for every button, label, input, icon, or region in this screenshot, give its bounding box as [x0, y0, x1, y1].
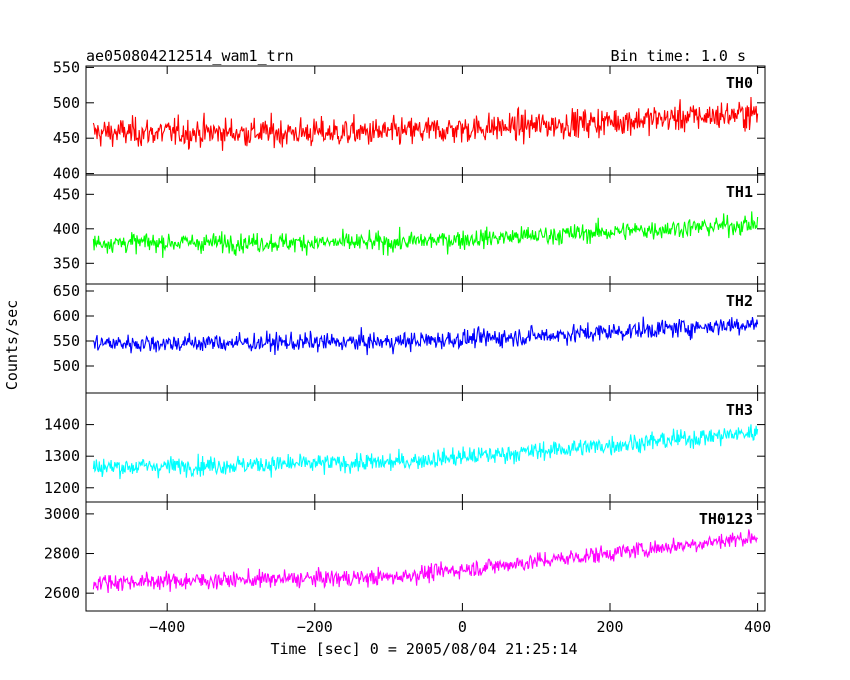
y-tick-label: 650	[53, 282, 80, 300]
panel-th3: TH3 1200 1300 1400	[44, 392, 766, 503]
chart-title: ae050804212514_wam1_trn	[86, 47, 294, 65]
panel-frame	[85, 501, 766, 612]
y-tick-label: 550	[53, 332, 80, 350]
panel-th0123: TH0123 2600 2800 3000	[44, 501, 766, 612]
series-th2	[93, 316, 759, 356]
x-tick-label: 400	[744, 618, 771, 636]
y-tick-label: 400	[53, 220, 80, 238]
panel-frame	[85, 392, 766, 503]
y-tick-label: 600	[53, 307, 80, 325]
y-tick-label: 2800	[44, 545, 80, 563]
x-tick-label: 0	[458, 618, 467, 636]
panel-label: TH0	[726, 74, 753, 92]
x-tick-label: 200	[596, 618, 623, 636]
y-tick-label: 450	[53, 129, 80, 147]
panel-label: TH1	[726, 183, 753, 201]
x-tick-label: −200	[297, 618, 333, 636]
panel-th2: TH2 500 550 600 650	[53, 282, 766, 394]
y-tick-label: 2600	[44, 584, 80, 602]
series-th3	[92, 424, 759, 480]
x-tick-label: −400	[149, 618, 185, 636]
y-tick-label: 400	[53, 165, 80, 183]
panel-label: TH3	[726, 401, 753, 419]
bin-time-label: Bin time: 1.0 s	[611, 47, 746, 65]
y-tick-label: 450	[53, 185, 80, 203]
panel-th1: TH1 350 400 450	[53, 174, 766, 285]
x-axis-label: Time [sec] 0 = 2005/08/04 21:25:14	[270, 640, 577, 658]
panel-label: TH2	[726, 292, 753, 310]
series-th0	[92, 97, 759, 151]
y-tick-label: 3000	[44, 505, 80, 523]
panel-label: TH0123	[699, 510, 753, 528]
y-tick-label: 1400	[44, 416, 80, 434]
y-tick-label: 550	[53, 58, 80, 76]
series-th0123	[92, 529, 759, 593]
y-tick-label: 500	[53, 357, 80, 375]
chart-panels: TH0 400 450 500 550 TH1 350 400 450 TH2 500 550 600 6…	[44, 58, 766, 612]
x-axis-ticks: −400 −200 0 200 400	[149, 618, 771, 636]
y-tick-label: 1300	[44, 447, 80, 465]
series-th1	[92, 211, 759, 258]
y-axis-label: Counts/sec	[3, 300, 21, 390]
y-tick-label: 500	[53, 94, 80, 112]
y-tick-label: 1200	[44, 479, 80, 497]
y-tick-label: 350	[53, 254, 80, 272]
panel-th0: TH0 400 450 500 550	[53, 58, 766, 183]
